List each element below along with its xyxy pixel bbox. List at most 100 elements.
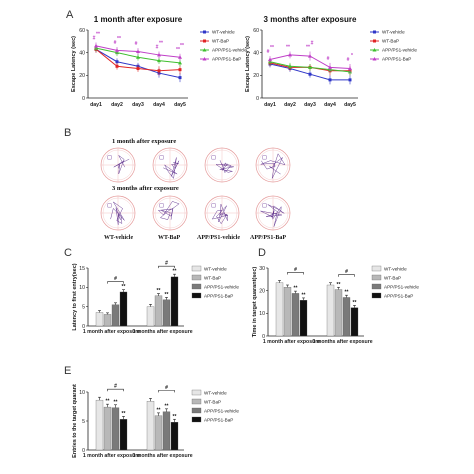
category-label: 3 months after exposure [132,329,192,335]
significance-stars: ** [173,414,177,420]
bar-app-ps1-vehicle [342,297,351,337]
y-axis-label: Entries to the target quarant [72,384,78,458]
y-tick-label: 15 [79,266,85,272]
data-point-app-ps1-vehicle [157,58,161,63]
bar-wt-bap [103,406,112,451]
bar-app-ps1-vehicle [162,411,171,451]
bar-app-ps1-vehicle [291,293,300,337]
swim-path [260,204,285,227]
significance-mark: ** [270,45,274,51]
platform-marker [262,203,267,208]
data-point-app-ps1-bap [348,66,352,71]
panel-b-group-label-app-bap: APP/PS1-BaP [250,235,286,241]
data-point-app-ps1-bap [178,55,182,59]
data-point-app-ps1-bap [94,43,98,48]
data-point-app-ps1-vehicle [136,55,140,59]
bar-app-ps1-bap [170,422,179,451]
legend-label-wt-bap: WT-BaP [384,275,401,280]
x-tick-label: day3 [132,102,144,108]
significance-stars: ** [114,399,118,405]
significance-mark: # [327,56,330,62]
significance-mark: ** [117,36,121,42]
x-tick-label: day4 [153,102,165,108]
y-tick-label: 20 [253,73,259,79]
legend-marker [373,39,376,43]
legend-label-wt-vehicle: WT-vehicle [384,266,407,271]
bar-app-ps1-bap [299,300,308,337]
platform-marker [159,203,164,208]
bar-app-ps1-vehicle [111,304,120,327]
y-tick-label: 10 [79,285,85,291]
bar-wt-bap [103,314,112,327]
comparison-bracket [107,281,124,284]
panel-b-group-label-app-vehicle: APP/PS1-vehicle [197,235,240,241]
significance-stars: ** [353,300,357,306]
legend-swatch-wt-vehicle [371,265,382,272]
significance-mark: ** [306,45,310,51]
data-point-wt-vehicle [308,72,312,76]
bracket-mark: # [294,267,297,273]
bar-wt-bap [283,287,292,337]
data-point-wt-vehicle [348,78,352,82]
legend-label-wt-vehicle: WT-vehicle [212,30,235,35]
data-point-app-ps1-bap [157,52,161,57]
panel-b-group-label-wt-bap: WT-BaP [158,235,180,241]
swim-path [163,157,180,179]
legend-label-app-ps1-vehicle: APP/PS1-vehicle [384,284,419,289]
data-point-app-ps1-bap [136,49,140,54]
category-label: 3 months after exposure [312,339,372,345]
panel-letter-d: D [258,247,266,259]
legend-label-wt-vehicle: WT-vehicle [382,30,405,35]
data-point-app-ps1-vehicle [178,60,182,65]
significance-mark: # [135,41,138,47]
x-tick-label: day2 [111,102,123,108]
significance-stars: ** [122,411,126,417]
significance-stars: ** [122,284,126,290]
x-tick-label: day1 [264,102,276,108]
significance-mark: # [311,41,314,47]
significance-stars: ** [337,282,341,288]
legend-swatch-wt-vehicle [191,265,202,272]
chart-title: 1 month after exposure [94,15,183,24]
y-tick-label: 30 [259,266,265,272]
bracket-mark: # [114,276,117,282]
legend-marker [202,48,207,52]
comparison-bracket [158,390,175,393]
y-tick-label: 40 [79,50,85,56]
data-point-app-ps1-bap [115,48,119,52]
category-label: 1 month after exposure [83,329,140,335]
panel-letter-e: E [64,365,71,377]
y-tick-label: 60 [79,28,85,34]
swim-path [157,201,180,220]
data-point-wt-vehicle [115,60,119,64]
legend-marker [202,57,207,61]
significance-mark: # [114,40,117,46]
bar-wt-bap [154,295,163,327]
swim-path [110,201,125,225]
bar-wt-bap [334,289,343,337]
bar-wt-vehicle [95,312,104,327]
legend-swatch-app-ps1-vehicle [371,283,382,290]
swim-path [215,160,234,174]
legend-label-app-ps1-vehicle: APP/PS1-vehicle [204,408,239,413]
panel-letter-b: B [64,127,71,139]
swim-path [211,204,228,225]
panel-b-row2-label: 3 months after exposure [112,185,179,192]
data-point-wt-vehicle [178,76,182,80]
legend-swatch-app-ps1-vehicle [191,283,202,290]
data-point-wt-bap [178,68,182,72]
y-tick-label: 0 [82,96,85,102]
panel-letter-c: C [64,247,72,259]
data-point-app-ps1-vehicle [288,64,292,68]
y-tick-label: 0 [256,96,259,102]
platform-marker [107,155,112,160]
x-tick-label: day5 [344,102,356,108]
y-tick-label: 0 [262,334,265,340]
legend-label-app-ps1-bap: APP/PS1-BaP [384,293,413,298]
y-tick-label: 10 [79,390,85,396]
legend-label-app-ps1-bap: APP/PS1-BaP [212,57,241,62]
significance-stars: ** [106,399,110,405]
bar-wt-vehicle [95,399,104,451]
legend-swatch-app-ps1-bap [191,416,202,423]
